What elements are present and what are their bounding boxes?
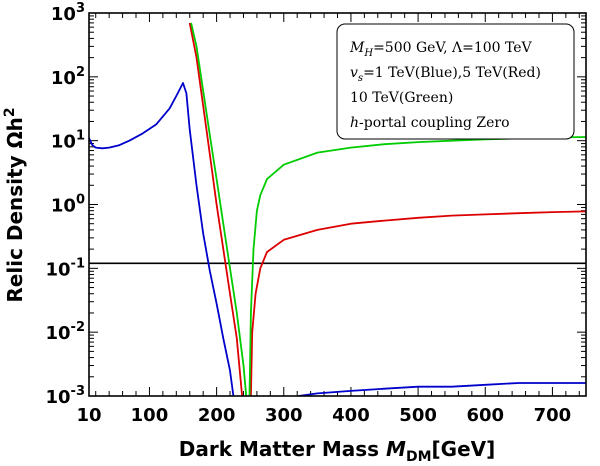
x-tick-label: 10 — [76, 405, 101, 426]
x-tick-label: 200 — [198, 405, 236, 426]
x-tick-label: 700 — [534, 405, 572, 426]
series-line-1-segment-1 — [89, 82, 235, 396]
series-line-3-segment-1 — [190, 22, 248, 396]
x-tick-label: 100 — [131, 405, 169, 426]
y-tick-label: 102 — [51, 65, 85, 89]
legend-box — [336, 23, 575, 140]
x-tick-label: 500 — [399, 405, 437, 426]
x-tick-label: 400 — [332, 405, 370, 426]
legend-line-2: vs=1 TeV(Blue),5 TeV(Red) — [350, 65, 541, 84]
legend: MH=500 GeV, Λ=100 TeV vs=1 TeV(Blue),5 T… — [336, 23, 575, 140]
y-tick-label: 101 — [51, 129, 85, 153]
series-line-1-segment-2 — [298, 382, 586, 396]
plot-frame — [88, 12, 587, 397]
y-tick-label: 10-3 — [45, 384, 85, 408]
series-line-2-segment-2 — [250, 210, 586, 396]
legend-line-4: h-portal coupling Zero — [350, 115, 510, 131]
y-tick-label: 10-1 — [45, 256, 85, 280]
x-tick-label: 300 — [265, 405, 303, 426]
y-axis-title: Relic Density Ωh2 — [2, 107, 27, 302]
x-axis-title: Dark Matter Mass MDM[GeV] — [179, 437, 496, 465]
x-tick-label: 600 — [466, 405, 504, 426]
lines-layer — [89, 22, 586, 396]
legend-line-1: MH=500 GeV, Λ=100 TeV — [349, 40, 533, 59]
y-tick-label: 103 — [51, 1, 85, 25]
y-tick-label: 100 — [51, 193, 85, 217]
series-line-2-segment-1 — [188, 22, 243, 396]
ticks-layer — [89, 12, 586, 397]
y-tick-label: 10-2 — [45, 320, 85, 344]
legend-line-3: 10 TeV(Green) — [350, 90, 453, 106]
labels-layer: 10 100 200 300 400 500 600 700 10-3 10-2 10-1 100 10… — [45, 1, 571, 426]
